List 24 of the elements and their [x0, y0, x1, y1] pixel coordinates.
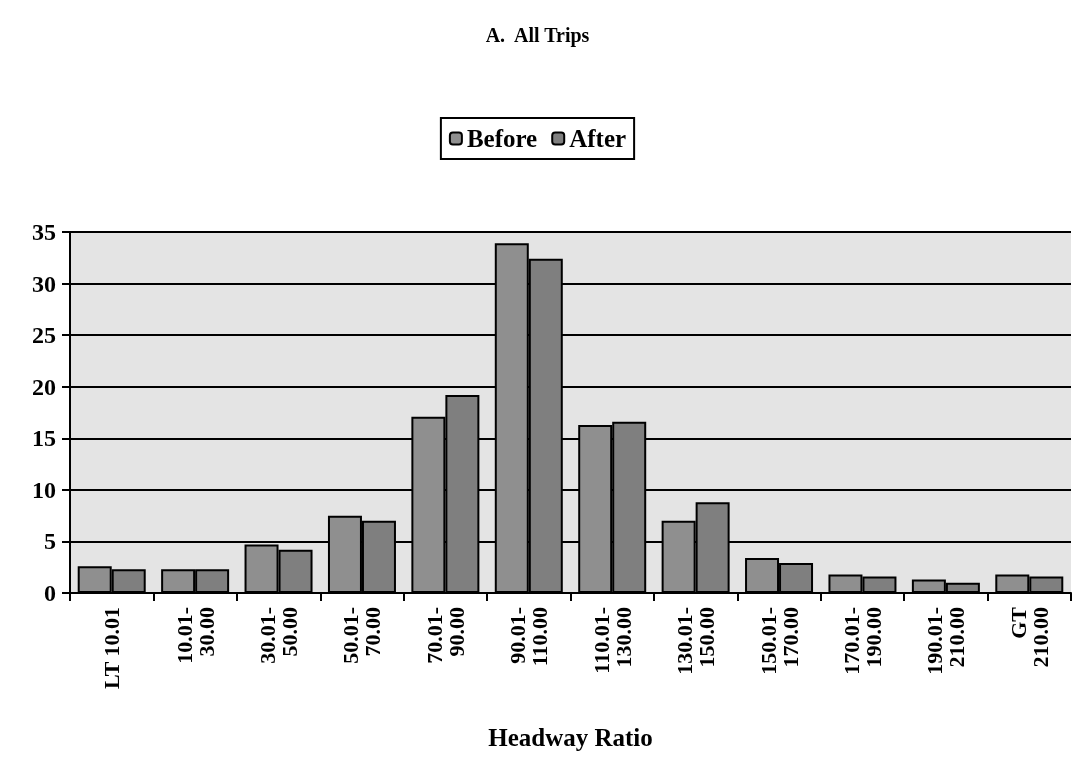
x-tick-label: 50.01- 70.00 — [338, 607, 386, 664]
y-tick-label: 25 — [32, 322, 56, 349]
y-tick-label: 5 — [44, 528, 56, 555]
x-tick-label: 90.01- 110.00 — [505, 607, 553, 667]
x-tick-label: 190.01- 210.00 — [922, 607, 970, 675]
y-tick-label: 30 — [32, 270, 56, 297]
x-tick-label: 130.01- 150.00 — [672, 607, 720, 675]
x-tick-label: LT 10.01 — [99, 607, 125, 689]
x-tick-label: 170.01- 190.00 — [838, 607, 886, 675]
x-tick-label: 110.01- 130.00 — [588, 607, 636, 674]
y-tick-label: 35 — [32, 219, 56, 245]
y-tick-label: 20 — [32, 373, 56, 400]
x-axis-title: Headway Ratio — [488, 724, 653, 751]
x-tick-label: 150.01- 170.00 — [755, 607, 803, 675]
y-tick-label: 10 — [32, 476, 56, 503]
legend-label: After — [569, 125, 627, 152]
y-tick-label: 15 — [32, 425, 56, 452]
x-tick-label: 10.01- 30.00 — [171, 607, 219, 664]
x-tick-label: 70.01- 90.00 — [421, 607, 469, 664]
x-tick-label: GT 210.00 — [1005, 606, 1053, 668]
legend-label: Before — [466, 125, 538, 152]
chart-title: A. All Trips — [485, 24, 590, 47]
x-tick-label: 30.01- 50.00 — [255, 607, 303, 664]
y-tick-label: 0 — [44, 580, 56, 606]
